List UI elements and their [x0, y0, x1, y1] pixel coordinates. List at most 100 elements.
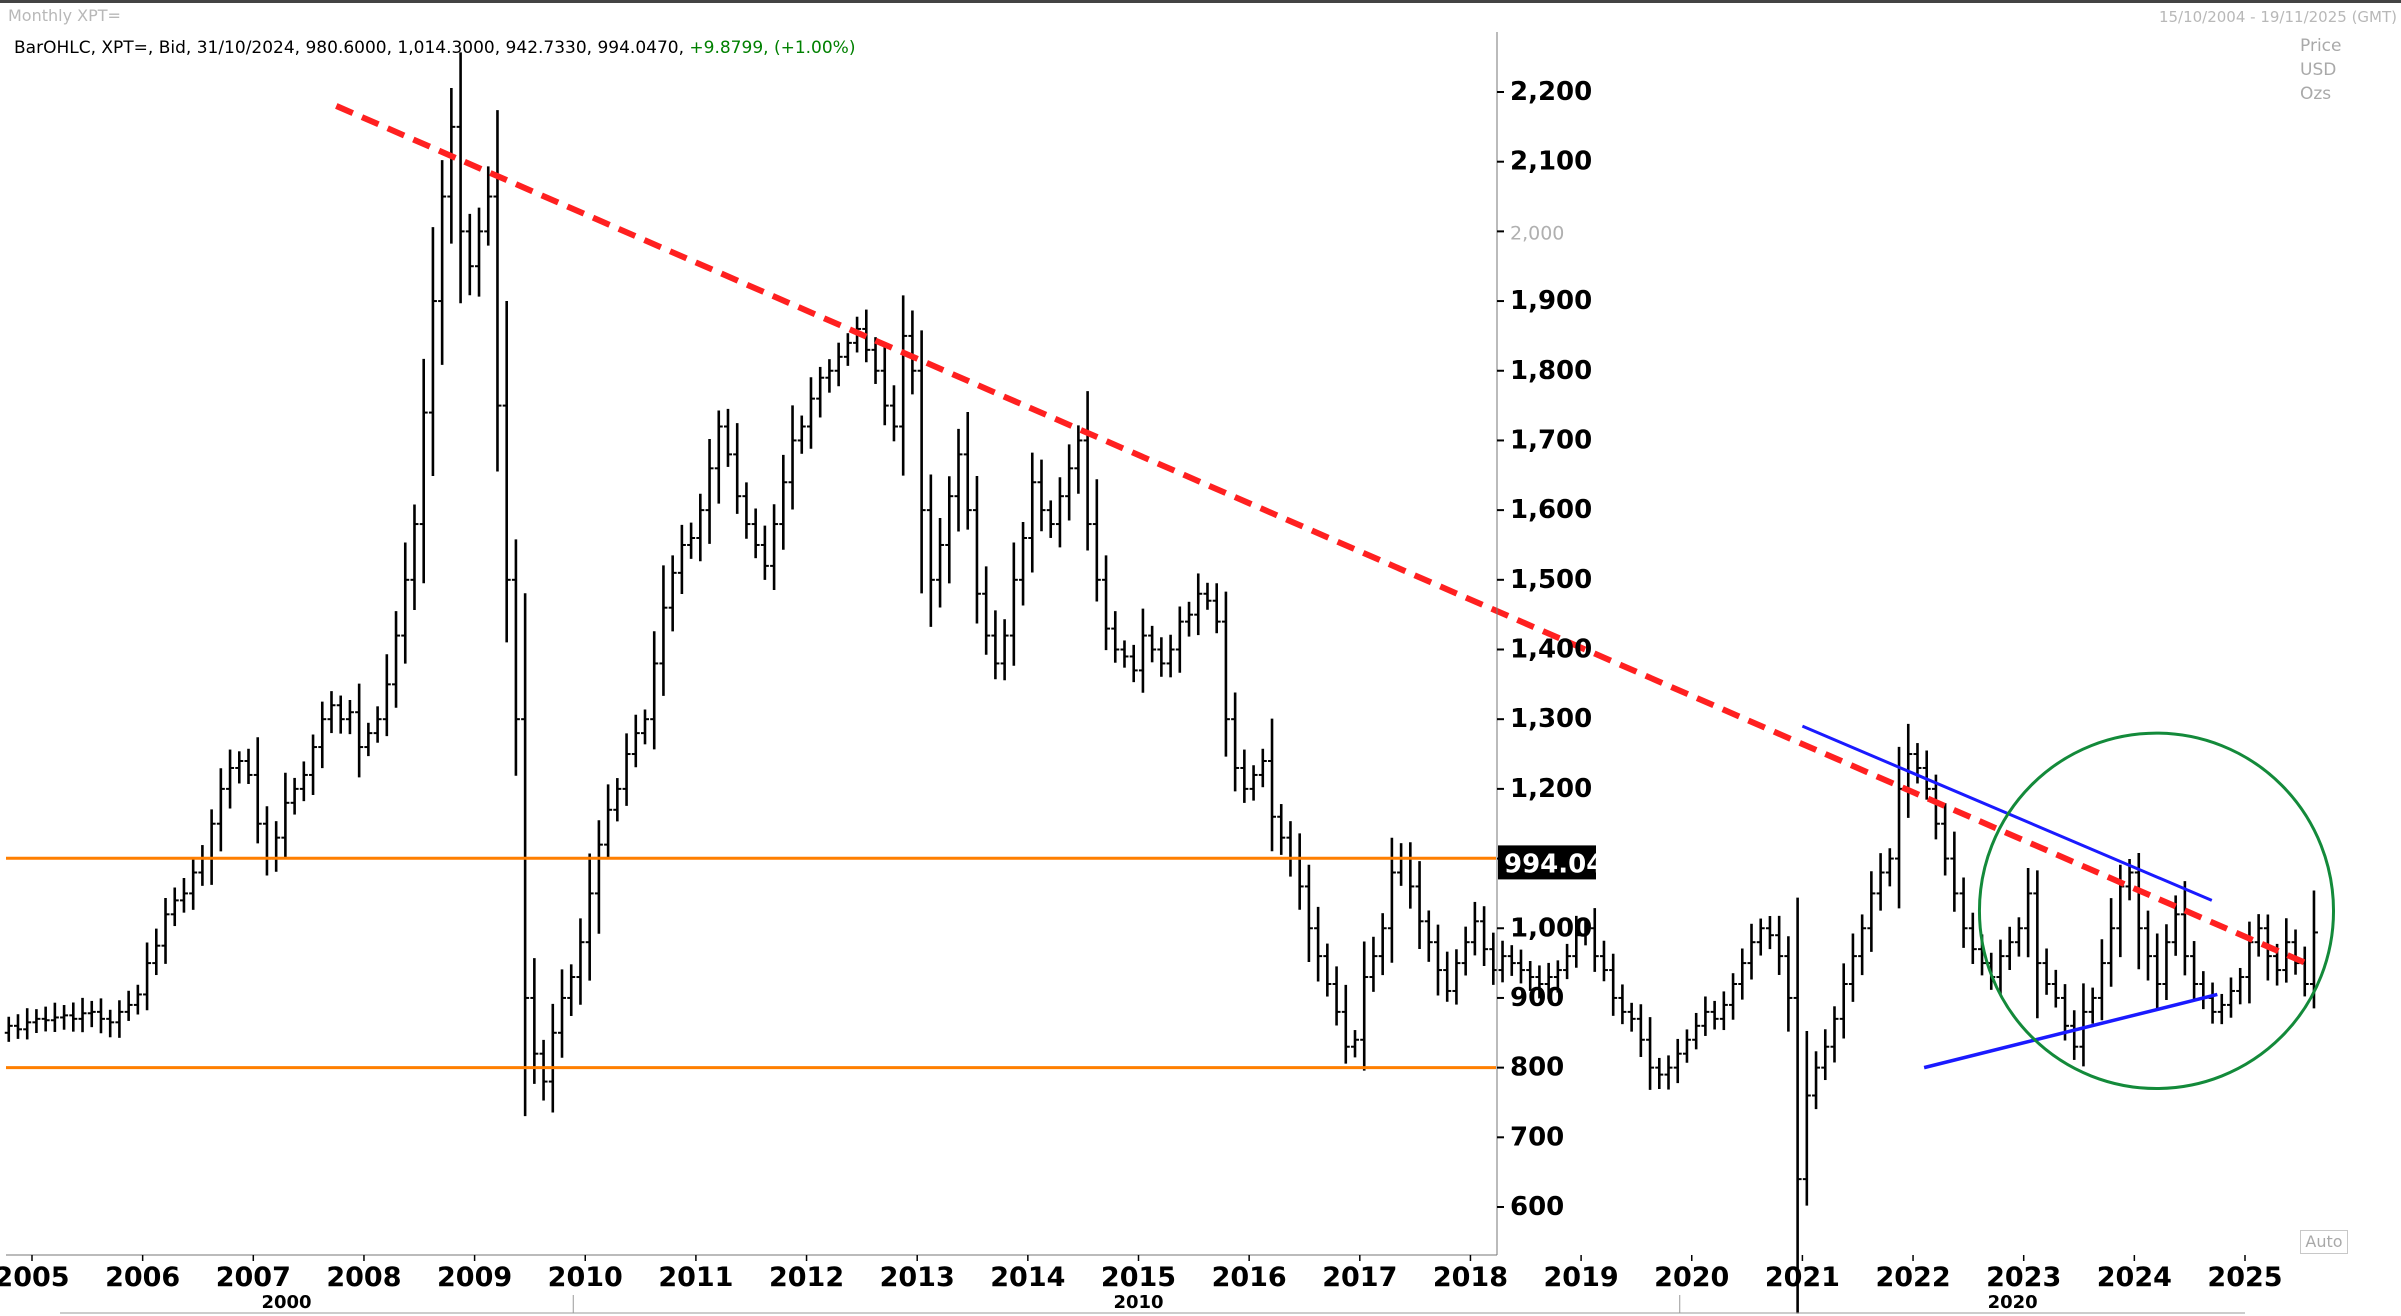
ohlc-bar [1074, 425, 1083, 494]
ohlc-bar [1581, 917, 1590, 946]
x-tick-label: 2012 [769, 1262, 844, 1293]
ohlc-bar [2236, 967, 2245, 1005]
ohlc-bar [1323, 943, 1332, 997]
ohlc-bar [521, 593, 530, 1117]
ohlc-bar [1397, 843, 1406, 886]
ohlc-bar [1231, 692, 1240, 792]
ohlc-bar [327, 691, 336, 734]
ohlc-bar [2070, 1010, 2079, 1060]
y-tick-label: 2,000 [1510, 222, 1564, 244]
ohlc-bar [604, 784, 613, 859]
ohlc-bar [281, 772, 290, 858]
ohlc-bar [1885, 848, 1894, 887]
ohlc-bar [309, 734, 318, 795]
ohlc-bar [364, 722, 373, 757]
ohlc-bar [1664, 1055, 1673, 1090]
ohlc-bar [917, 330, 926, 594]
ohlc-bar [23, 1008, 32, 1040]
ohlc-bar [677, 524, 686, 594]
ohlc-bar [954, 428, 963, 532]
ohlc-bar [548, 1003, 557, 1113]
ohlc-bar [115, 1000, 124, 1038]
ohlc-bar [1673, 1038, 1682, 1084]
ohlc-bar [189, 858, 198, 910]
ohlc-bar [2180, 881, 2189, 976]
y-tick-label: 2,100 [1510, 147, 1592, 177]
ohlc-bar [1286, 821, 1295, 877]
y-tick-label: 1,400 [1510, 635, 1592, 665]
ohlc-bar [770, 504, 779, 590]
long-term-resistance-trendline [335, 103, 2308, 966]
ohlc-bar [382, 654, 391, 737]
ohlc-bar [2300, 946, 2309, 997]
ohlc-bar [106, 1009, 115, 1038]
ohlc-bar [1249, 765, 1258, 801]
ohlc-bar [1701, 996, 1710, 1036]
ohlc-bar [161, 898, 170, 964]
unit-price: Price [2300, 36, 2342, 56]
ohlc-bar [2291, 929, 2300, 975]
ohlc-bar [1166, 634, 1175, 678]
x-tick-label: 2024 [2097, 1262, 2172, 1293]
ohlc-bar [2051, 969, 2060, 1008]
ohlc-bar [567, 964, 576, 1016]
ohlc-bar [1710, 1000, 1719, 1030]
ohlc-change: +9.8799, (+1.00%) [689, 38, 856, 58]
y-tick-label: 1,900 [1510, 286, 1592, 316]
ohlc-bar [1719, 991, 1728, 1031]
ohlc-bar [1185, 601, 1194, 637]
ohlc-bar [355, 683, 364, 778]
ohlc-bar [945, 476, 954, 584]
ohlc-bar [1175, 606, 1184, 673]
ohlc-bar [1489, 932, 1498, 985]
ohlc-bar [1618, 984, 1627, 1025]
auto-scale-button[interactable]: Auto [2300, 1230, 2348, 1254]
ohlc-bar [2005, 926, 2014, 971]
ohlc-bar [1793, 897, 1802, 1314]
ohlc-bar [1000, 619, 1009, 681]
ohlc-bar [1747, 923, 1756, 980]
y-tick-label: 2,200 [1510, 77, 1592, 107]
x-tick-label: 2011 [658, 1262, 733, 1293]
chart-title: Monthly XPT= [8, 6, 121, 25]
ohlc-bar [1848, 933, 1857, 1002]
ohlc-bar [2226, 977, 2235, 1018]
ohlc-bar [87, 1000, 96, 1028]
ohlc-bar [1111, 611, 1120, 663]
ohlc-bar [69, 1002, 78, 1032]
ohlc-bar [733, 423, 742, 514]
ohlc-bar [1692, 1012, 1701, 1050]
ohlc-bar [198, 845, 207, 886]
ohlc-bar [1295, 833, 1304, 910]
ohlc-bar [1351, 1030, 1360, 1058]
ohlc-bar [687, 522, 696, 559]
ohlc-bars [4, 52, 2318, 1314]
ohlc-bar [1756, 918, 1765, 956]
x-tick-label: 2006 [105, 1262, 180, 1293]
ohlc-bar [1968, 912, 1977, 964]
ohlc-bar [336, 695, 345, 734]
ohlc-bar [456, 52, 465, 304]
ohlc-bar [484, 166, 493, 246]
ohlc-bar [871, 337, 880, 384]
ohlc-bar [1332, 966, 1341, 1026]
y-tick-label: 1,600 [1510, 495, 1592, 525]
ohlc-bar [2153, 933, 2162, 1010]
ohlc-bar [1858, 914, 1867, 976]
ohlc-bar [1387, 837, 1396, 963]
x-tick-label: 2014 [990, 1262, 1065, 1293]
ohlc-bar [2199, 971, 2208, 1010]
ohlc-bar [1102, 555, 1111, 651]
ohlc-bar [4, 1016, 13, 1042]
ohlc-bar [908, 310, 917, 395]
ohlc-bar [1765, 916, 1774, 950]
ohlc-bar [2014, 917, 2023, 957]
ohlc-bar [475, 207, 484, 297]
x-tick-label: 2018 [1433, 1262, 1508, 1293]
ohlc-bar [1636, 1004, 1645, 1057]
ohlc-bar [1046, 500, 1055, 538]
ohlc-bar [1775, 915, 1784, 975]
unit-currency: USD [2300, 60, 2337, 80]
